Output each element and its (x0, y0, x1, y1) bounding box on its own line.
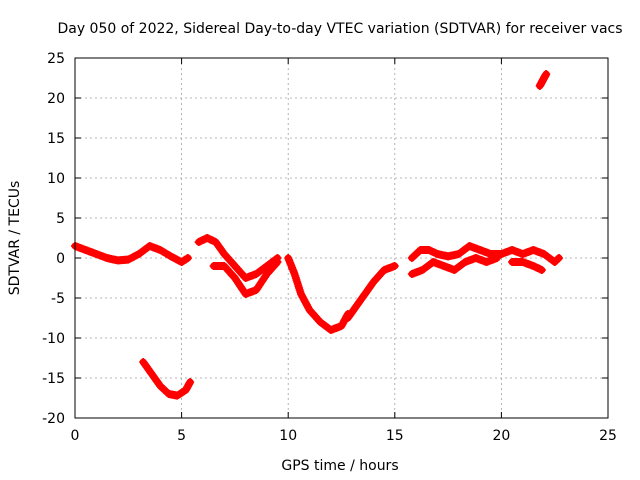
series-arc-9 (497, 246, 563, 266)
y-tick-label: -15 (42, 371, 65, 387)
series-arc-5 (284, 254, 352, 334)
series-arc-2 (139, 358, 195, 400)
series-arc-4 (209, 258, 282, 298)
x-tick-label: 25 (599, 428, 617, 444)
y-tick-label: 5 (56, 211, 65, 227)
y-tick-label: 0 (56, 251, 65, 267)
x-tick-label: 5 (177, 428, 186, 444)
data-point (186, 378, 195, 386)
y-tick-label: -5 (51, 291, 65, 307)
y-axis-label: SDTVAR / TECUs (7, 181, 23, 296)
x-tick-label: 20 (492, 428, 510, 444)
y-tick-label: -10 (42, 331, 65, 347)
data-point (390, 262, 399, 270)
data-point (542, 70, 551, 78)
data-point (273, 258, 282, 266)
series-arc-6 (343, 262, 399, 322)
x-tick-label: 0 (71, 428, 80, 444)
data-point (554, 254, 563, 262)
series-arc-7 (407, 242, 506, 262)
chart-title: Day 050 of 2022, Sidereal Day-to-day VTE… (57, 21, 622, 37)
y-tick-label: 15 (47, 131, 65, 147)
data-point (272, 259, 281, 268)
data-point (493, 254, 502, 262)
y-tick-label: 25 (47, 51, 65, 67)
grid (75, 58, 608, 418)
series-arc-3 (194, 234, 282, 282)
data-point (537, 266, 546, 274)
series-arc-1 (71, 242, 192, 266)
y-tick-label: -20 (42, 411, 65, 427)
series-arc-11 (535, 70, 551, 90)
series-arc-8 (407, 254, 502, 278)
tick-marks (74, 57, 609, 419)
y-tick-label: 20 (47, 91, 65, 107)
series-group (71, 70, 563, 400)
x-axis-label: GPS time / hours (281, 458, 398, 474)
y-tick-label: 10 (47, 171, 65, 187)
series-arc-10 (508, 258, 546, 274)
y-tick-labels: -20 -15 -10 -5 0 5 10 15 20 25 (42, 51, 65, 427)
x-tick-labels: 0 5 10 15 20 25 (71, 428, 617, 444)
x-tick-label: 15 (386, 428, 404, 444)
x-tick-label: 10 (279, 428, 297, 444)
data-point (183, 254, 192, 262)
plot-frame (74, 57, 609, 419)
